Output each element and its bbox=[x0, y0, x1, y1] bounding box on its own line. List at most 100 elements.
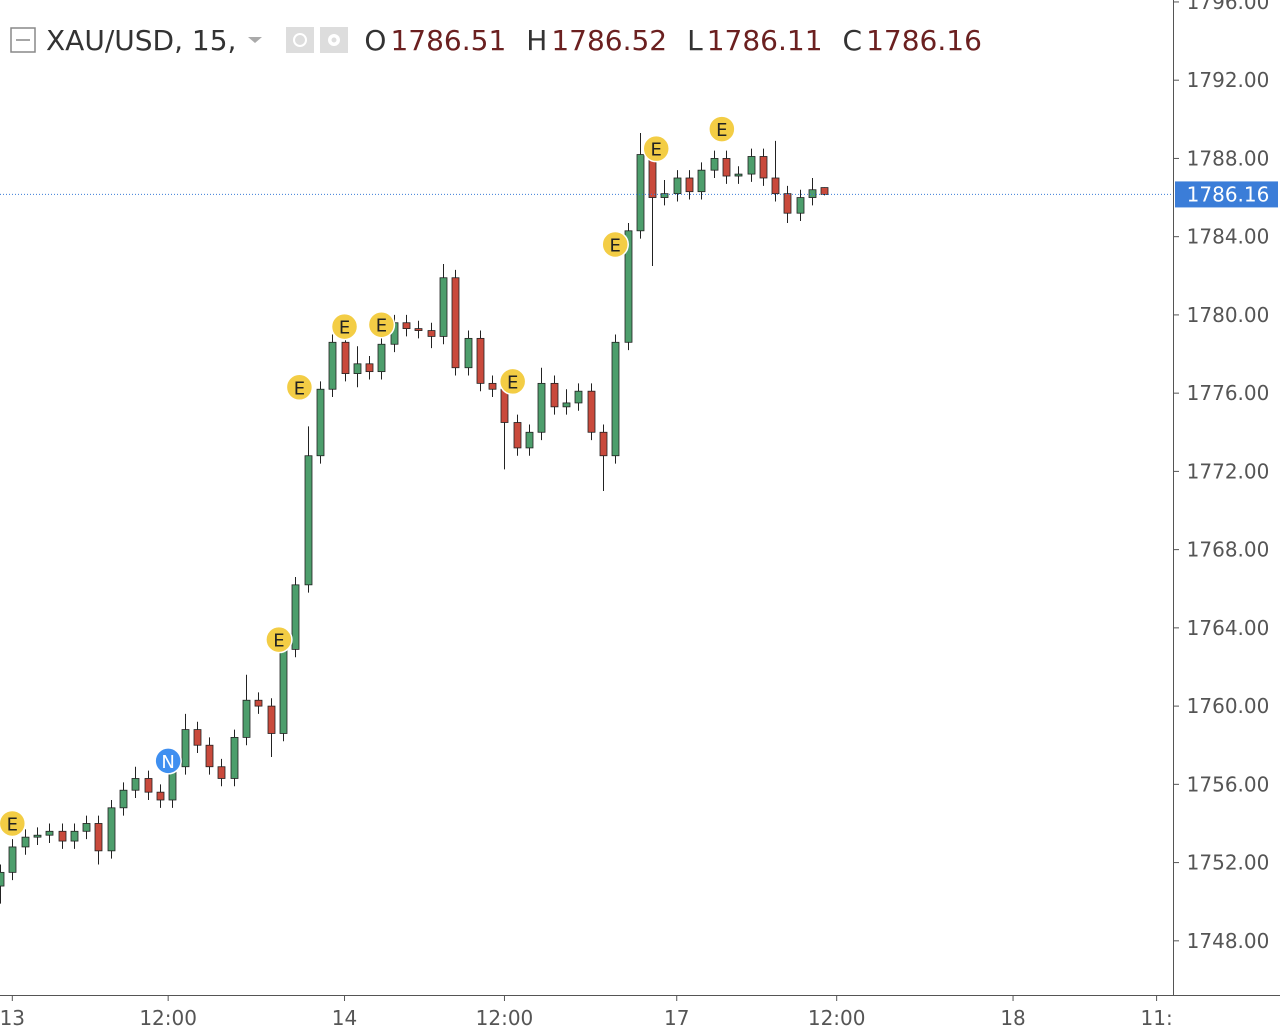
candle bbox=[710, 150, 719, 178]
candle bbox=[402, 314, 411, 337]
event-label: E bbox=[376, 316, 387, 337]
candle-body bbox=[205, 744, 214, 768]
right-axis-bg bbox=[1173, 0, 1280, 1036]
event-marker bbox=[0, 809, 27, 838]
collapse-icon[interactable] bbox=[10, 27, 36, 53]
y-tick-label: 1752.00 bbox=[1187, 851, 1270, 875]
candle bbox=[82, 815, 91, 840]
last-price-label: 1786.16 bbox=[1187, 182, 1270, 206]
candle bbox=[58, 823, 67, 849]
candle bbox=[131, 766, 140, 799]
candle-body bbox=[328, 341, 337, 390]
y-tick-label: 1780.00 bbox=[1187, 303, 1270, 327]
candle bbox=[427, 322, 436, 349]
x-tick-label: 17 bbox=[664, 1006, 689, 1030]
candle-body bbox=[587, 390, 596, 433]
candle bbox=[8, 839, 17, 881]
candle-body bbox=[796, 197, 805, 214]
candle bbox=[476, 330, 485, 392]
candle bbox=[193, 721, 202, 754]
y-tick-label: 1748.00 bbox=[1187, 929, 1270, 953]
candle-body bbox=[611, 341, 620, 457]
candle bbox=[242, 674, 251, 746]
candle-body bbox=[21, 836, 30, 848]
candle-body bbox=[316, 388, 325, 457]
candle-body bbox=[636, 154, 645, 232]
candle bbox=[451, 269, 460, 376]
candle bbox=[513, 414, 522, 456]
candle-body bbox=[119, 789, 128, 809]
candle bbox=[279, 641, 288, 742]
candle-body bbox=[131, 778, 140, 791]
event-marker bbox=[330, 312, 359, 341]
candle-body bbox=[464, 337, 473, 369]
candle-body bbox=[193, 729, 202, 746]
candle-body bbox=[156, 791, 165, 801]
candle-body bbox=[304, 455, 313, 586]
x-tick-label: 11: bbox=[1141, 1006, 1173, 1030]
candle bbox=[525, 424, 534, 456]
x-tick-label: 12:00 bbox=[139, 1006, 197, 1030]
candle-body bbox=[353, 363, 362, 374]
candle-body bbox=[82, 823, 91, 832]
candle-body bbox=[439, 277, 448, 337]
candle bbox=[697, 162, 706, 200]
event-marker bbox=[601, 230, 629, 259]
event-marker bbox=[367, 310, 396, 339]
x-tick-label: 12:00 bbox=[808, 1006, 866, 1030]
ohlc-label: L bbox=[687, 23, 703, 57]
candle bbox=[734, 166, 743, 184]
candle bbox=[107, 799, 116, 859]
event-label: E bbox=[610, 235, 621, 256]
candle bbox=[156, 784, 165, 808]
candle-body bbox=[685, 177, 694, 193]
candle bbox=[21, 829, 30, 855]
candle-body bbox=[476, 337, 485, 384]
candle bbox=[365, 355, 374, 380]
last-price-box bbox=[1175, 181, 1278, 208]
event-label: E bbox=[294, 378, 305, 399]
candle bbox=[488, 375, 497, 398]
visibility-settings-icons[interactable] bbox=[286, 26, 350, 54]
candle bbox=[611, 334, 620, 464]
candle bbox=[291, 577, 300, 658]
chart-header: XAU/USD, 15, O 1786.51 H 1786.52 L 1786.11 … bbox=[10, 20, 1002, 60]
event-marker bbox=[498, 367, 527, 396]
candle-body bbox=[8, 846, 17, 873]
candle bbox=[414, 320, 423, 339]
candle bbox=[783, 185, 792, 223]
candle bbox=[94, 815, 103, 865]
candle-body bbox=[734, 173, 743, 177]
candle bbox=[599, 424, 608, 491]
candle bbox=[45, 823, 54, 844]
candle bbox=[574, 383, 583, 411]
candle-body bbox=[341, 341, 350, 374]
y-tick-label: 1792.00 bbox=[1187, 68, 1270, 92]
y-tick-label: 1764.00 bbox=[1187, 616, 1270, 640]
x-tick-label: 14 bbox=[332, 1006, 357, 1030]
candle bbox=[181, 713, 190, 775]
candle-body bbox=[673, 177, 682, 195]
ohlc-label: O bbox=[364, 23, 387, 57]
candle bbox=[267, 698, 276, 757]
candle bbox=[759, 148, 768, 186]
y-tick-label: 1788.00 bbox=[1187, 146, 1270, 170]
candle-body bbox=[267, 705, 276, 734]
candle-body bbox=[624, 230, 633, 343]
candle-body bbox=[808, 189, 817, 198]
candle-body bbox=[45, 830, 54, 836]
ohlc-value: 1786.52 bbox=[551, 23, 668, 57]
ohlc-label: C bbox=[842, 23, 863, 57]
ohlc-value: 1786.51 bbox=[390, 23, 507, 57]
candle-body bbox=[33, 834, 42, 838]
y-tick-label: 1756.00 bbox=[1187, 772, 1270, 796]
candle bbox=[316, 381, 325, 464]
dropdown-icon[interactable] bbox=[240, 30, 270, 50]
y-tick-label: 1796.00 bbox=[1187, 0, 1270, 14]
candle-body bbox=[525, 431, 534, 449]
candle-body bbox=[402, 322, 411, 330]
event-marker bbox=[285, 373, 314, 402]
candle bbox=[254, 692, 263, 714]
candle-body bbox=[181, 729, 190, 768]
